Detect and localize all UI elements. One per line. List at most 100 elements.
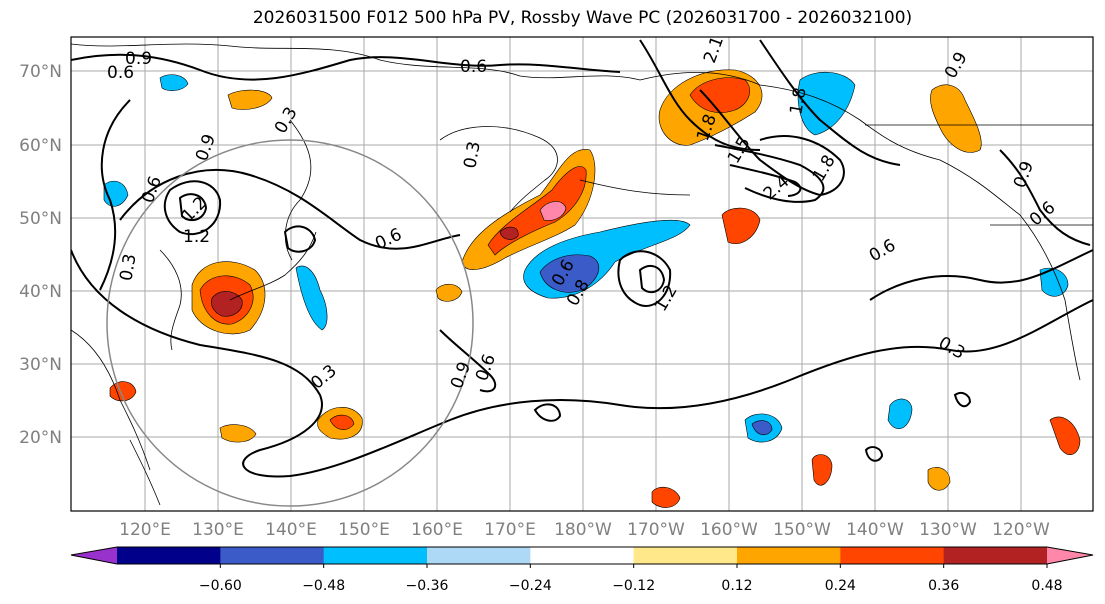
colorbar-segment bbox=[943, 547, 1048, 564]
coast-aleutians bbox=[579, 179, 691, 196]
colorbar-segments bbox=[71, 547, 1093, 564]
coast-na-west bbox=[1019, 214, 1081, 381]
colorbar-segment bbox=[117, 547, 221, 564]
map-frame bbox=[70, 36, 1094, 512]
coast-japan bbox=[229, 231, 317, 301]
lon-label: 180°W bbox=[554, 520, 612, 540]
lon-label: 160°W bbox=[700, 520, 758, 540]
lon-label: 130°E bbox=[192, 520, 244, 540]
contour-ridge-2 bbox=[759, 39, 901, 166]
lat-label: 70°N bbox=[19, 62, 62, 82]
coastlines bbox=[71, 43, 1093, 506]
positive-peak-dateline bbox=[539, 201, 567, 221]
lon-label: 170°E bbox=[484, 520, 536, 540]
reference-circle bbox=[106, 139, 474, 507]
colorbar-ticks: −0.60 −0.48 −0.36 −0.24 −0.12 0.12 0.24 0.36 0.4… bbox=[199, 564, 1063, 594]
contour-west-vert bbox=[99, 99, 131, 291]
lon-label: 120°W bbox=[992, 520, 1050, 540]
lat-label: 30°N bbox=[19, 355, 62, 375]
contour-1.2-low bbox=[178, 193, 208, 222]
colorbar-extend-low bbox=[71, 547, 117, 564]
lat-label: 50°N bbox=[19, 209, 62, 229]
coast-kamchatka bbox=[439, 126, 558, 213]
colorbar-tick-label: 0.24 bbox=[825, 578, 856, 594]
lon-label: 150°W bbox=[773, 520, 831, 540]
negative-anomaly-sakhalin bbox=[295, 265, 328, 331]
positive-anomaly-gulf bbox=[721, 207, 761, 244]
negative-anomaly-east bbox=[887, 398, 913, 429]
contour-small-1 bbox=[533, 403, 562, 422]
contour-0.3-main bbox=[71, 249, 1093, 478]
negative-anomaly-alaska bbox=[797, 71, 856, 136]
positive-core-bering bbox=[689, 77, 750, 113]
coast-siberia bbox=[71, 43, 641, 81]
lat-label: 20°N bbox=[19, 428, 62, 448]
colorbar-segment bbox=[220, 547, 325, 564]
contour-0.9-ne bbox=[999, 149, 1091, 246]
colorbar-tick-label: 0.36 bbox=[928, 578, 959, 594]
negative-core-dateline bbox=[539, 254, 600, 293]
lon-label: 150°E bbox=[338, 520, 390, 540]
colorbar-segment bbox=[323, 547, 428, 564]
coast-china bbox=[71, 329, 151, 471]
positive-anomaly-npac bbox=[435, 283, 463, 302]
colorbar-tick-label: 0.12 bbox=[721, 578, 752, 594]
pv-contours bbox=[71, 39, 1093, 478]
contour-small-2 bbox=[953, 392, 972, 408]
contour-small-3 bbox=[864, 446, 884, 462]
lon-label: 140°E bbox=[265, 520, 317, 540]
colorbar-segment bbox=[737, 547, 841, 564]
colorbar-tick-label: −0.36 bbox=[406, 578, 449, 594]
lon-label: 130°W bbox=[919, 520, 977, 540]
coast-philippines bbox=[129, 439, 161, 506]
contour-closed-2 bbox=[638, 264, 666, 294]
contour-0.6-japan bbox=[283, 225, 317, 253]
contour-0.6-mid bbox=[119, 169, 461, 250]
colorbar-tick-label: −0.24 bbox=[509, 578, 552, 594]
contour-0.6-north bbox=[71, 53, 621, 81]
positive-anomaly-sw bbox=[927, 467, 951, 491]
colorbar-segment bbox=[633, 547, 738, 564]
lon-label: 120°E bbox=[119, 520, 171, 540]
positive-peak-japan bbox=[211, 291, 243, 317]
colorbar-tick-label: −0.48 bbox=[302, 578, 345, 594]
negative-core-hawaii bbox=[751, 420, 773, 436]
contour-trough-2 bbox=[714, 144, 825, 203]
colorbar-outline bbox=[70, 546, 1094, 565]
contour-label: 0.3 bbox=[116, 252, 140, 282]
colorbar-tick-label: −0.12 bbox=[612, 578, 655, 594]
positive-anomaly-okhotsk bbox=[227, 89, 273, 110]
map-title: 2026031500 F012 500 hPa PV, Rossby Wave … bbox=[252, 8, 913, 28]
colorbar-segment bbox=[427, 547, 531, 564]
positive-core-kuril bbox=[329, 414, 355, 430]
positive-anomaly-scs bbox=[219, 424, 257, 443]
colorbar-segment bbox=[840, 547, 945, 564]
contour-label: 0.3 bbox=[460, 140, 484, 170]
contour-label: 0.6 bbox=[107, 63, 134, 83]
colorbar-extend-high bbox=[1047, 547, 1093, 564]
contour-label: 0.6 bbox=[460, 57, 487, 77]
map-panel: 0.9 0.6 0.3 0.6 0.6 0.9 1.2 0.3 1.2 0.6 … bbox=[71, 37, 1093, 511]
contour-0.9-low bbox=[163, 180, 222, 236]
lat-label: 60°N bbox=[19, 136, 62, 156]
contour-closed-1 bbox=[617, 250, 672, 307]
lat-labels: 70°N 60°N 50°N 40°N 30°N 20°N bbox=[19, 62, 62, 448]
contour-label: 0.9 bbox=[125, 49, 152, 69]
contour-ridge bbox=[639, 39, 761, 151]
contour-label: 1.8 bbox=[786, 86, 810, 116]
colorbar-segment bbox=[530, 547, 635, 564]
lon-label: 160°E bbox=[411, 520, 463, 540]
lat-label: 40°N bbox=[19, 282, 62, 302]
positive-anomaly-sea bbox=[651, 486, 681, 508]
lon-label: 170°W bbox=[627, 520, 685, 540]
colorbar-tick-label: 0.48 bbox=[1031, 578, 1062, 594]
positive-anomaly-westcoast bbox=[930, 84, 982, 153]
contour-trough-3 bbox=[729, 164, 802, 197]
contour-east bbox=[869, 249, 1093, 301]
contour-label: 1.2 bbox=[183, 227, 210, 247]
contour-sw-lobe bbox=[439, 329, 497, 393]
pv-shading bbox=[103, 69, 1081, 508]
positive-b22-dateline bbox=[499, 226, 519, 240]
lon-label: 140°W bbox=[846, 520, 904, 540]
